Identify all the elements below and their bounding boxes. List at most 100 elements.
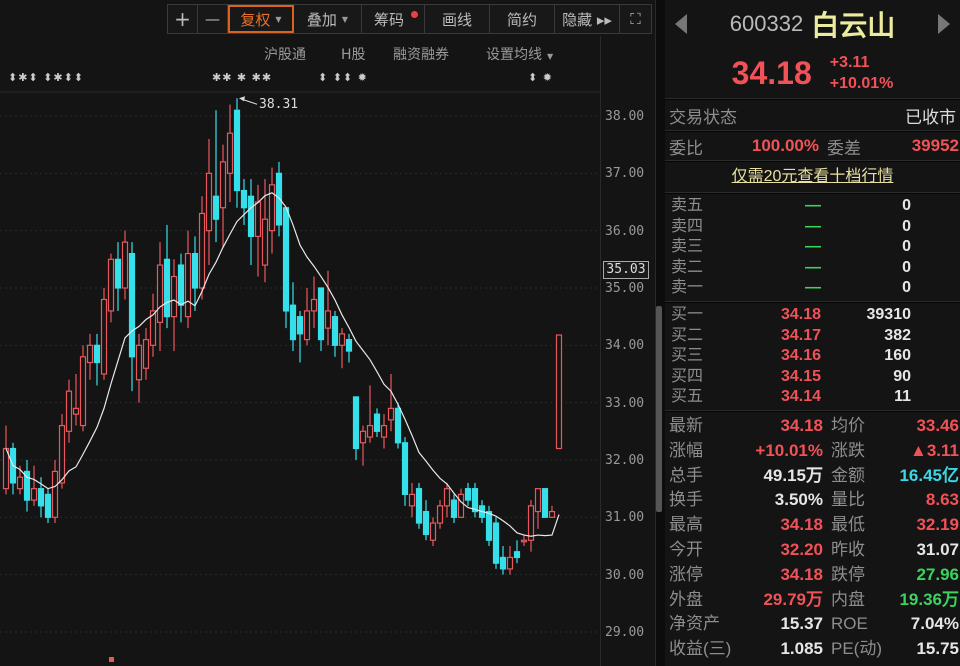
stat-label: 跌停	[831, 564, 865, 584]
stat-label: 涨跌	[831, 440, 865, 460]
level-label: 卖二	[671, 258, 704, 276]
stat-value: 31.07	[916, 539, 959, 559]
stat-value: 1.085	[780, 639, 823, 659]
simple-mode-button[interactable]: 简约	[490, 5, 555, 33]
prev-stock-arrow-icon[interactable]	[675, 14, 687, 34]
stat-value: 34.18	[780, 415, 823, 435]
candle-down	[233, 109, 241, 192]
stock-code: 600332	[729, 11, 804, 36]
stat-label: 内盘	[831, 589, 865, 609]
orderbook-row[interactable]: 卖五 — 0	[665, 196, 960, 217]
stat-value: ▲3.11	[910, 440, 959, 460]
margin-trading-link[interactable]: 融资融券	[393, 47, 449, 63]
level-label: 卖一	[671, 279, 704, 297]
quote-stats: 最新 34.18 均价 33.46 涨幅 +10.01% 涨跌 ▲3.11 总手 49.15万 金额…	[665, 412, 960, 662]
stat-value: 32.19	[916, 515, 959, 535]
level-volume: 0	[902, 258, 911, 276]
candle-up	[443, 488, 451, 507]
candle-down	[247, 195, 255, 237]
chips-button[interactable]: 筹码	[362, 5, 425, 33]
overlay-dropdown[interactable]: 叠加 ▼	[294, 5, 362, 33]
candle-up	[51, 470, 59, 518]
orderbook-row[interactable]: 买一 34.18 39310	[665, 305, 960, 326]
candle-up	[303, 310, 311, 341]
stat-row: 总手 49.15万 金额 16.45亿	[665, 464, 960, 489]
stat-row: 外盘 29.79万 内盘 19.36万	[665, 588, 960, 613]
candle-down	[114, 258, 122, 289]
stat-label: 总手	[669, 465, 703, 485]
price-change: +3.11	[829, 54, 870, 71]
level2-promo-link[interactable]: 仅需20元查看十档行情	[731, 168, 894, 185]
event-markers[interactable]: ⬍✱⬍ ⬍✱⬍⬍	[8, 71, 85, 84]
candle-down	[163, 258, 171, 318]
fuquan-dropdown[interactable]: 复权 ▼	[228, 5, 294, 33]
weicha-label: 委差	[827, 138, 861, 158]
candle-up	[58, 424, 66, 484]
level-price: 34.15	[780, 367, 821, 385]
candle-up	[527, 505, 535, 541]
next-stock-arrow-icon[interactable]	[938, 14, 950, 34]
candle-up	[16, 476, 24, 490]
candle-up	[135, 344, 143, 381]
hide-button[interactable]: 隐藏 ▸▸	[555, 5, 620, 33]
candle-down	[128, 252, 136, 358]
zoom-in-button[interactable]: +	[168, 5, 198, 33]
weibi-label: 委比	[669, 138, 703, 158]
y-tick-label: 38.00	[605, 109, 645, 124]
high-pointer	[241, 98, 258, 105]
caret-down-icon: ▼	[547, 52, 554, 61]
candle-down	[401, 442, 409, 495]
candle-down	[282, 207, 290, 312]
candle-up	[359, 430, 367, 444]
high-price-label: 38.31	[259, 97, 298, 112]
candle-up	[149, 310, 157, 346]
stat-row: 最新 34.18 均价 33.46	[665, 414, 960, 439]
candle-up	[338, 333, 346, 346]
fullscreen-button[interactable]: ⛶	[620, 5, 651, 33]
orderbook-row[interactable]: 买二 34.17 382	[665, 326, 960, 347]
scrollbar[interactable]	[656, 306, 662, 512]
candle-up	[261, 218, 269, 266]
y-tick-label: 30.00	[605, 567, 645, 583]
y-tick-label: 36.00	[605, 223, 645, 239]
divider	[665, 409, 960, 412]
weicha-value: 39952	[911, 136, 959, 155]
trading-status-label: 交易状态	[669, 107, 737, 127]
candle-up	[520, 539, 528, 543]
ma-setting-dropdown[interactable]: 设置均线 ▼	[486, 44, 553, 64]
quote-panel: 600332 白云山 34.18 +3.11 +10.01% 交易状态 已收市 委…	[665, 0, 960, 666]
candle-up	[107, 258, 115, 312]
stat-value: 8.63	[925, 490, 959, 510]
level-label: 卖四	[671, 217, 704, 235]
candlestick-chart[interactable]: 38.31	[0, 0, 600, 666]
stat-value: 34.18	[780, 515, 823, 535]
orderbook-row[interactable]: 卖四 — 0	[665, 217, 960, 238]
orderbook-row[interactable]: 卖三 — 0	[665, 237, 960, 258]
orderbook-row[interactable]: 买四 34.15 90	[665, 367, 960, 388]
stat-label: PE(动)	[831, 639, 882, 659]
draw-line-button[interactable]: 画线	[425, 5, 490, 33]
stat-value: 27.96	[916, 564, 959, 584]
zoom-out-button[interactable]: —	[198, 5, 228, 33]
moving-average-line	[5, 192, 560, 537]
candle-up	[219, 161, 227, 209]
sell-orderbook: 卖五 — 0 卖四 — 0 卖三 — 0 卖二 — 0 卖一 — 0	[665, 194, 960, 301]
event-markers[interactable]: ⬍ ✹	[528, 71, 553, 84]
event-marker	[109, 657, 114, 662]
candle-down	[513, 551, 521, 559]
orderbook-row[interactable]: 买五 34.14 11	[665, 387, 960, 408]
event-markers[interactable]: ⬍ ⬍⬍ ✹	[318, 71, 368, 84]
candle-up	[184, 252, 192, 318]
orderbook-row[interactable]: 卖二 — 0	[665, 258, 960, 279]
event-markers[interactable]: ✱✱ ✱ ✱✱	[212, 71, 273, 84]
stock-header: 600332 白云山	[665, 0, 960, 48]
expand-icon: ⛶	[630, 10, 641, 28]
candle-up	[79, 356, 87, 427]
orderbook-row[interactable]: 买三 34.16 160	[665, 346, 960, 367]
candle-down	[373, 413, 381, 432]
hshare-link[interactable]: H股	[341, 47, 366, 63]
hgt-link[interactable]: 沪股通	[264, 47, 306, 63]
orderbook-row[interactable]: 卖一 — 0	[665, 278, 960, 299]
candle-down	[541, 488, 549, 518]
candle-down	[422, 510, 430, 536]
